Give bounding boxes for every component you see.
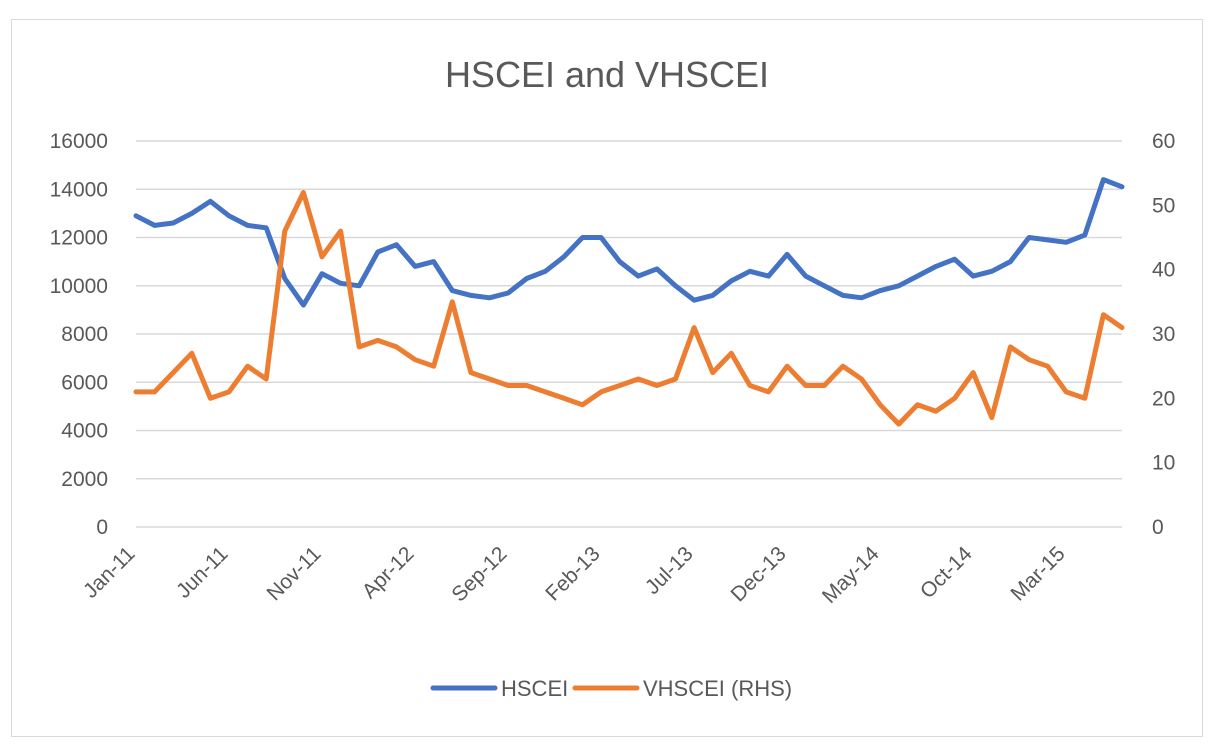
legend-label: VHSCEI (RHS)	[643, 676, 792, 701]
legend-label: HSCEI	[501, 676, 568, 701]
y-left-tick-label: 12000	[50, 227, 108, 250]
x-tick-label: Jan-11	[79, 542, 140, 603]
y-right-tick-label: 20	[1152, 387, 1175, 410]
y-right-tick-label: 50	[1152, 194, 1175, 217]
x-tick-label: May-14	[818, 542, 884, 608]
y-left-tick-label: 6000	[61, 371, 108, 394]
x-tick-label: Dec-13	[727, 542, 791, 606]
y-left-tick-label: 10000	[50, 275, 108, 298]
x-tick-label: Jun-11	[172, 542, 233, 603]
y-left-tick-label: 8000	[61, 323, 108, 346]
series-layer	[133, 177, 1125, 427]
y-left-tick-label: 14000	[50, 178, 108, 201]
x-tick-label: Sep-12	[447, 542, 511, 606]
grid-layer	[136, 140, 1122, 528]
y-left-tick-label: 4000	[61, 420, 108, 443]
x-tick-label: Nov-11	[263, 542, 326, 605]
y-right-tick-label: 10	[1152, 452, 1175, 475]
y-right-tick-label: 60	[1152, 130, 1175, 153]
x-axis: Jan-11 Jun-11 Nov-11 Apr-12 Sep-12 Feb-13 Jul-…	[79, 542, 1070, 608]
y-left-tick-label: 0	[96, 516, 108, 539]
x-tick-label: Jul-13	[641, 542, 698, 599]
x-tick-label: Apr-12	[358, 542, 419, 603]
left-axis: 0 2000 4000 6000 8000 10000 12000 14000 16000	[50, 130, 108, 539]
y-right-tick-label: 0	[1152, 516, 1164, 539]
y-right-tick-label: 40	[1152, 259, 1175, 282]
y-right-tick-label: 30	[1152, 323, 1175, 346]
series-line-vhscei-rhs	[133, 190, 1125, 427]
y-left-tick-label: 2000	[61, 468, 108, 491]
x-tick-label: Mar-15	[1006, 542, 1069, 605]
right-axis: 0 10 20 30 40 50 60	[1152, 130, 1175, 539]
series-line-hscei	[133, 177, 1125, 308]
x-tick-label: Feb-13	[541, 542, 604, 605]
chart-title: HSCEI and VHSCEI	[445, 54, 769, 95]
y-left-tick-label: 16000	[50, 130, 108, 153]
x-tick-label: Oct-14	[916, 542, 977, 603]
legend: HSCEI VHSCEI (RHS)	[430, 676, 792, 701]
